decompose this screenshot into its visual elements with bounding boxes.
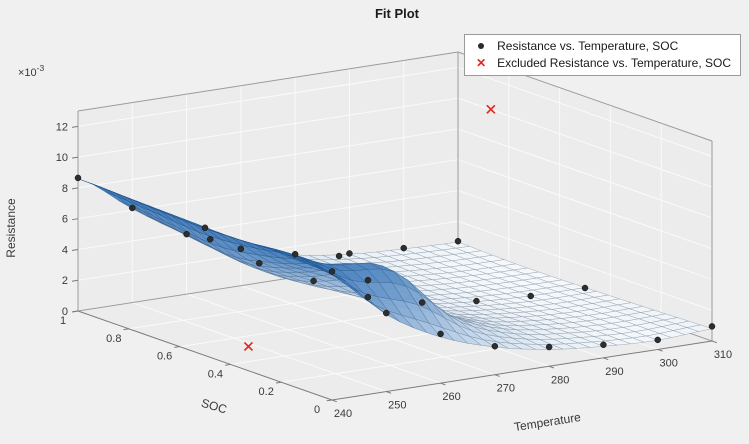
legend-item-excluded-label: Excluded Resistance vs. Temperature, SOC xyxy=(497,56,731,70)
data-point xyxy=(346,250,353,257)
z-tick-label: 0 xyxy=(62,306,68,318)
data-point xyxy=(383,309,390,317)
x-tick-label: 270 xyxy=(497,383,515,395)
scatter-points xyxy=(74,174,716,351)
z-axis-multiplier: ×10-3 xyxy=(18,63,45,79)
data-point xyxy=(335,252,343,260)
z-tick-label: 4 xyxy=(62,244,68,256)
left-back-wall xyxy=(78,52,458,311)
z-tick-label: 2 xyxy=(62,275,68,287)
data-point xyxy=(454,237,462,245)
data-point xyxy=(364,293,372,301)
x-tick-label: 300 xyxy=(660,357,678,369)
data-point xyxy=(291,250,299,258)
data-point xyxy=(491,343,499,350)
x-tick-label: 310 xyxy=(714,349,732,361)
z-tick-label: 6 xyxy=(62,214,68,226)
data-point xyxy=(473,297,480,305)
data-point xyxy=(237,245,245,253)
y-tick-label: 1 xyxy=(60,315,66,327)
data-point xyxy=(400,244,407,252)
y-axis-label: SOC xyxy=(200,396,229,417)
data-point xyxy=(310,277,317,285)
data-point xyxy=(328,268,336,275)
data-point xyxy=(418,299,426,306)
excluded-x-icon: ✕ xyxy=(476,56,487,70)
data-point xyxy=(183,230,190,238)
z-axis-label: Resistance xyxy=(4,198,18,258)
legend: Resistance vs. Temperature, SOC ✕ Exclud… xyxy=(464,34,741,76)
x-axis-label: Temperature xyxy=(513,410,582,434)
data-point xyxy=(364,276,372,284)
z-tick-label: 10 xyxy=(56,152,68,164)
data-point xyxy=(201,224,209,232)
data-point xyxy=(654,336,661,344)
y-tick-label: 0.2 xyxy=(259,386,274,398)
scatter-dot-icon xyxy=(471,43,491,49)
x-tick-label: 250 xyxy=(388,400,406,412)
y-tick-label: 0.8 xyxy=(106,333,121,345)
legend-item-excluded: ✕ Excluded Resistance vs. Temperature, S… xyxy=(471,56,731,70)
y-tick-label: 0 xyxy=(314,404,320,416)
data-point xyxy=(206,235,214,243)
data-point xyxy=(527,292,534,300)
data-point xyxy=(600,341,607,349)
legend-item-data-label: Resistance vs. Temperature, SOC xyxy=(497,39,679,53)
z-tick-label: 8 xyxy=(62,183,68,195)
x-tick-label: 280 xyxy=(551,374,569,386)
legend-item-data: Resistance vs. Temperature, SOC xyxy=(471,39,731,53)
y-tick-label: 0.4 xyxy=(208,368,223,380)
z-tick-label: 12 xyxy=(56,121,68,133)
y-tick-label: 0.6 xyxy=(157,351,172,363)
excluded-points xyxy=(243,104,496,352)
data-point xyxy=(256,259,263,267)
x-tick-label: 260 xyxy=(442,391,460,403)
data-point xyxy=(708,323,716,330)
plot-title: Fit Plot xyxy=(374,6,420,21)
data-point xyxy=(437,330,444,338)
axis-ticks-and-labels: 24025026027028029030031000.20.40.60.8102… xyxy=(56,121,732,420)
data-point xyxy=(74,174,82,182)
data-point xyxy=(581,284,589,292)
x-tick-label: 290 xyxy=(605,366,623,378)
x-tick-label: 240 xyxy=(334,408,352,420)
data-point xyxy=(129,204,136,212)
data-point xyxy=(545,343,553,351)
